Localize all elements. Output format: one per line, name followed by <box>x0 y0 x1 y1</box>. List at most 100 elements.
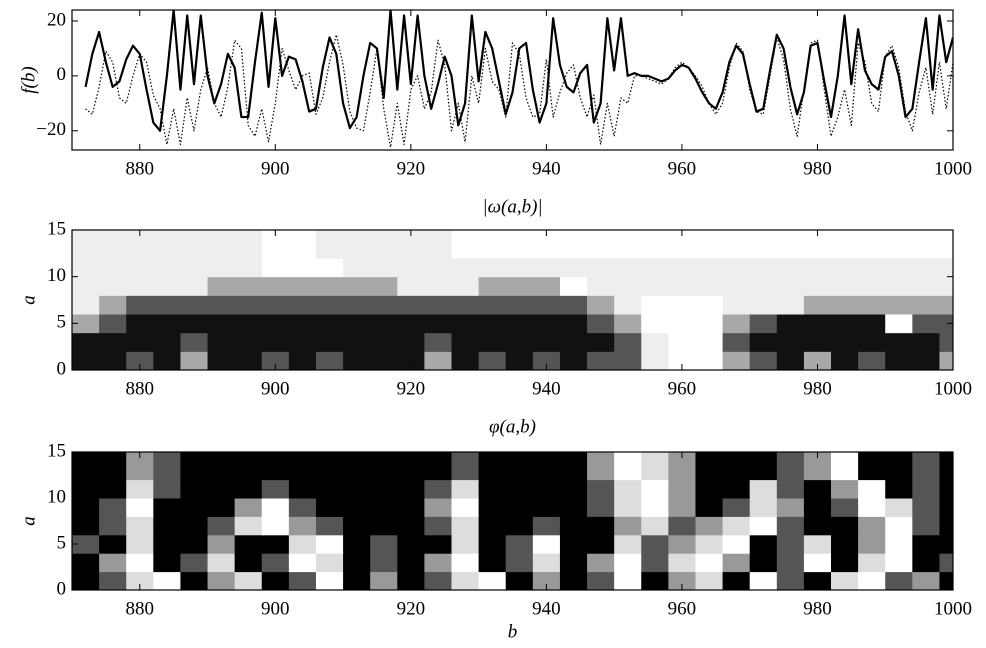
y-tick-label: 0 <box>57 64 67 85</box>
heat-cell <box>532 314 561 334</box>
heat-cell <box>370 332 398 352</box>
heat-cell <box>614 314 642 334</box>
heat-cell <box>207 332 236 352</box>
heat-cell <box>614 295 642 315</box>
heat-cell <box>207 230 236 259</box>
heat-cell <box>722 230 751 259</box>
heat-cell <box>424 553 453 573</box>
heat-cell <box>831 452 859 481</box>
heat-cell <box>99 534 127 554</box>
heat-cell <box>126 571 154 590</box>
axes-frame <box>71 229 954 371</box>
heat-cell <box>505 479 534 499</box>
heat-cell <box>939 498 953 517</box>
heat-cell <box>451 498 480 517</box>
heat-cell <box>614 452 642 481</box>
heat-cell <box>776 351 805 370</box>
heat-cell <box>315 351 344 370</box>
heat-cell <box>424 230 453 259</box>
heat-cell <box>207 571 236 590</box>
heat-cell <box>749 276 778 296</box>
heat-cell <box>641 571 669 590</box>
heat-cell <box>858 479 886 499</box>
heat-cell <box>776 276 805 296</box>
heat-cell <box>668 314 696 334</box>
heat-cell <box>72 258 100 278</box>
heat-cell <box>749 479 778 499</box>
heat-cell <box>261 534 290 554</box>
heat-cell <box>803 276 832 296</box>
heat-cell <box>858 351 886 370</box>
heat-cell <box>749 332 778 352</box>
heat-cell <box>505 498 534 517</box>
heat-cell <box>695 332 724 352</box>
heat-cell <box>614 258 642 278</box>
heat-cell <box>641 276 669 296</box>
heat-cell <box>99 479 127 499</box>
heat-cell <box>261 498 290 517</box>
heat-cell <box>532 534 561 554</box>
x-tick-label: 920 <box>397 598 426 619</box>
heat-cell <box>749 295 778 315</box>
heat-cell <box>722 258 751 278</box>
heat-cell <box>939 230 953 259</box>
heat-cell <box>153 516 181 536</box>
heat-cell <box>641 230 669 259</box>
heat-cell <box>99 516 127 536</box>
heat-cell <box>153 571 181 590</box>
heat-cell <box>288 516 317 536</box>
heat-cell <box>261 351 290 370</box>
heat-cell <box>641 553 669 573</box>
heat-cell <box>641 534 669 554</box>
heat-cell <box>912 516 940 536</box>
heat-cell <box>424 258 453 278</box>
heat-cell <box>614 230 642 259</box>
heat-cell <box>559 452 588 481</box>
heat-cell <box>803 571 832 590</box>
heat-cell <box>180 571 209 590</box>
heat-cell <box>397 498 425 517</box>
x-tick-label: 900 <box>261 598 290 619</box>
heat-cell <box>370 571 398 590</box>
y-tick-label: 5 <box>57 532 67 553</box>
heat-cell <box>207 351 236 370</box>
heat-cell <box>288 571 317 590</box>
heat-cell <box>424 452 453 481</box>
heat-cell <box>234 498 263 517</box>
heat-cell <box>803 479 832 499</box>
heat-cell <box>424 534 453 554</box>
heat-cell <box>126 314 154 334</box>
heat-cell <box>722 516 751 536</box>
y-tick-label: −20 <box>36 119 66 140</box>
heat-cell <box>912 534 940 554</box>
heat-cell <box>343 314 371 334</box>
heat-cell <box>587 295 615 315</box>
heat-cell <box>180 258 209 278</box>
heat-cell <box>126 553 154 573</box>
heat-cell <box>180 516 209 536</box>
heat-cell <box>532 553 561 573</box>
heat-cell <box>126 516 154 536</box>
heat-cell <box>315 571 344 590</box>
y-tick-label: 5 <box>57 312 67 333</box>
heat-cell <box>559 295 588 315</box>
heat-cell <box>831 258 859 278</box>
heat-cell <box>315 516 344 536</box>
heat-cell <box>370 276 398 296</box>
heat-cell <box>722 332 751 352</box>
heat-cell <box>288 258 317 278</box>
heat-cell <box>99 452 127 481</box>
heat-cell <box>99 553 127 573</box>
heat-cell <box>803 295 832 315</box>
heat-cell <box>912 230 940 259</box>
heat-cell <box>614 516 642 536</box>
heat-cell <box>451 452 480 481</box>
x-tick-label: 960 <box>668 378 697 399</box>
heat-cell <box>397 516 425 536</box>
heat-cell <box>180 452 209 481</box>
heat-cell <box>559 571 588 590</box>
heat-cell <box>939 553 953 573</box>
heat-cell <box>749 452 778 481</box>
heat-cell <box>912 571 940 590</box>
heat-cell <box>912 295 940 315</box>
